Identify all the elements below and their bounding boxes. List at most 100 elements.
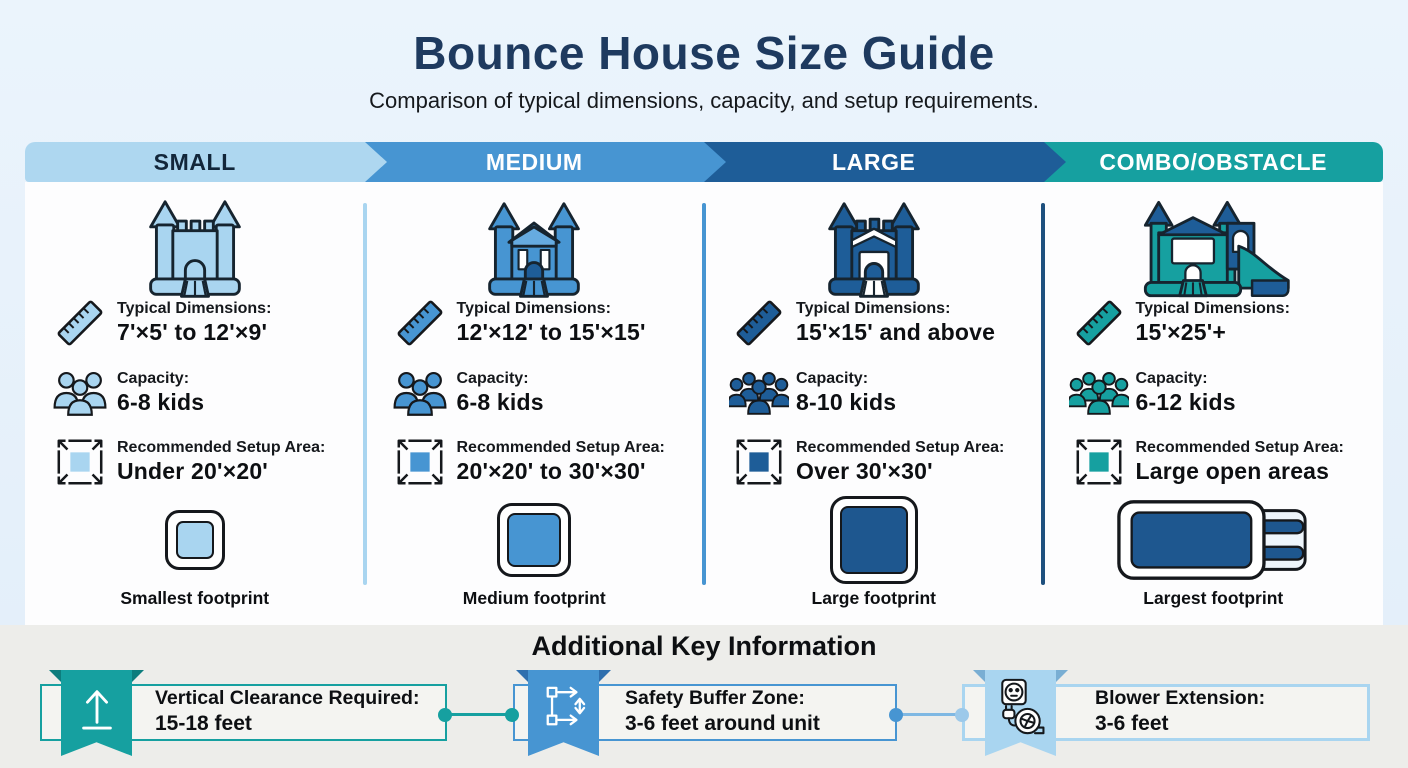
people-group-icon	[728, 369, 790, 417]
vertical-clearance-text: Vertical Clearance Required: 15-18 feet	[155, 687, 419, 736]
header-label-combo: COMBO/OBSTACLE	[1099, 148, 1328, 175]
column-divider	[363, 203, 367, 585]
dimensions-label: Typical Dimensions:	[1135, 300, 1290, 317]
dimensions-row: Typical Dimensions: 15'×15' and above	[728, 294, 1038, 352]
ruler-icon	[728, 295, 790, 351]
header-segment-medium: MEDIUM	[364, 142, 726, 182]
footprint-label: Smallest footprint	[120, 588, 270, 608]
info-value: 15-18 feet	[155, 712, 252, 735]
connector-dot	[505, 707, 519, 722]
capacity-label: Capacity:	[796, 370, 869, 387]
chevron-right-icon	[1043, 142, 1066, 182]
capacity-label: Capacity:	[1135, 370, 1208, 387]
blower-extension-text: Blower Extension: 3-6 feet	[1095, 687, 1265, 736]
chevron-right-icon	[704, 142, 726, 182]
comparison-card: Typical Dimensions: 7'×5' to 12'×9' Capa…	[25, 182, 1383, 625]
capacity-label: Capacity:	[117, 370, 190, 387]
capacity-row: Capacity: 8-10 kids	[728, 364, 1038, 422]
bounce-castle-icon	[704, 192, 1044, 304]
additional-info-heading: Additional Key Information	[531, 631, 877, 661]
additional-info-section: Additional Key Information	[0, 625, 1408, 768]
dimensions-value: 15'×15' and above	[796, 319, 996, 345]
expand-area-icon	[1068, 435, 1130, 489]
info-value: 3-6 feet	[1095, 712, 1169, 735]
info-label: Vertical Clearance Required:	[155, 687, 420, 709]
header-label-medium: MEDIUM	[485, 148, 583, 175]
setup-value: 20'×20' to 30'×30'	[456, 458, 646, 484]
footprint-graphic-large	[704, 494, 1044, 586]
setup-label: Recommended Setup Area:	[1135, 439, 1344, 456]
dimensions-label: Typical Dimensions:	[456, 300, 611, 317]
dimensions-row: Typical Dimensions: 15'×25'+	[1068, 294, 1378, 352]
capacity-label: Capacity:	[456, 370, 529, 387]
setup-area-row: Recommended Setup Area: Under 20'×20'	[49, 432, 359, 492]
capacity-value: 6-8 kids	[456, 389, 544, 415]
capacity-value: 6-8 kids	[117, 389, 205, 415]
bounce-castle-slide-icon	[1044, 192, 1384, 304]
bounce-castle-icon	[25, 192, 365, 304]
column-combo: Typical Dimensions: 15'×25'+ Capacity: 6…	[1044, 182, 1384, 625]
chevron-right-icon	[364, 142, 387, 182]
header-segment-combo: COMBO/OBSTACLE	[1043, 142, 1383, 182]
connector-dot	[955, 707, 969, 722]
setup-value: Under 20'×20'	[117, 458, 268, 484]
dimensions-value: 15'×25'+	[1135, 319, 1227, 345]
capacity-value: 6-12 kids	[1135, 389, 1236, 415]
dimensions-value: 12'×12' to 15'×15'	[456, 319, 646, 345]
setup-label: Recommended Setup Area:	[796, 439, 1005, 456]
people-group-icon	[389, 369, 451, 417]
blower-extension-ribbon	[985, 670, 1056, 756]
buffer-measure-icon	[546, 686, 585, 726]
footprint-label: Large footprint	[811, 588, 936, 608]
footprint-graphic-largest	[1044, 494, 1384, 586]
capacity-row: Capacity: 6-8 kids	[389, 364, 699, 422]
header-label-large: LARGE	[832, 148, 916, 175]
dimensions-value: 7'×5' to 12'×9'	[117, 319, 268, 345]
capacity-value: 8-10 kids	[796, 389, 897, 415]
setup-value: Over 30'×30'	[796, 458, 933, 484]
info-label: Blower Extension:	[1095, 687, 1266, 709]
page-subtitle: Comparison of typical dimensions, capaci…	[369, 88, 1039, 113]
bounce-castle-icon	[365, 192, 705, 304]
people-group-icon	[1068, 369, 1130, 417]
column-medium: Typical Dimensions: 12'×12' to 15'×15' C…	[365, 182, 705, 625]
people-group-icon	[49, 369, 111, 417]
ruler-icon	[1068, 295, 1130, 351]
dimensions-row: Typical Dimensions: 7'×5' to 12'×9'	[49, 294, 359, 352]
column-divider	[702, 203, 706, 585]
connector-dot	[889, 707, 903, 722]
connector-line	[445, 713, 515, 716]
column-divider	[1041, 203, 1045, 585]
setup-area-row: Recommended Setup Area: Large open areas	[1068, 432, 1378, 492]
setup-value: Large open areas	[1135, 458, 1330, 484]
safety-buffer-ribbon	[528, 670, 599, 756]
vertical-clearance-ribbon	[61, 670, 132, 756]
capacity-row: Capacity: 6-12 kids	[1068, 364, 1378, 422]
footprint-graphic-small	[25, 494, 365, 586]
size-header-band: SMALL MEDIUM LARGE COMBO/OBSTACLE	[25, 142, 1383, 182]
info-label: Safety Buffer Zone:	[625, 687, 805, 709]
ruler-icon	[389, 295, 451, 351]
footprint-label: Medium footprint	[462, 588, 606, 608]
info-value: 3-6 feet around unit	[625, 712, 820, 735]
dimensions-row: Typical Dimensions: 12'×12' to 15'×15'	[389, 294, 699, 352]
expand-area-icon	[728, 435, 790, 489]
capacity-row: Capacity: 6-8 kids	[49, 364, 359, 422]
blower-icon	[1000, 678, 1044, 735]
safety-buffer-text: Safety Buffer Zone: 3-6 feet around unit	[625, 687, 820, 736]
footprint-label: Largest footprint	[1143, 588, 1284, 608]
page-title: Bounce House Size Guide	[413, 27, 995, 79]
header-segment-large: LARGE	[704, 142, 1066, 182]
setup-label: Recommended Setup Area:	[117, 439, 326, 456]
setup-area-row: Recommended Setup Area: 20'×20' to 30'×3…	[389, 432, 699, 492]
setup-label: Recommended Setup Area:	[456, 439, 665, 456]
expand-area-icon	[49, 435, 111, 489]
dimensions-label: Typical Dimensions:	[796, 300, 951, 317]
dimensions-label: Typical Dimensions:	[117, 300, 272, 317]
up-arrow-icon	[81, 690, 112, 730]
column-large: Typical Dimensions: 15'×15' and above Ca…	[704, 182, 1044, 625]
connector-dot	[438, 707, 452, 722]
header-label-small: SMALL	[153, 148, 236, 175]
connector-line	[895, 713, 964, 716]
ruler-icon	[49, 295, 111, 351]
